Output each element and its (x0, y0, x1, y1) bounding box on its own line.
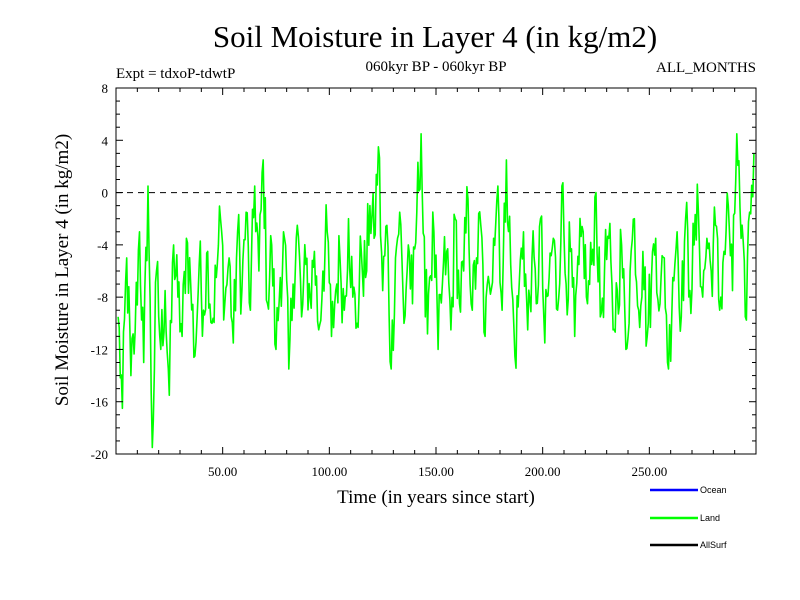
legend-label-allsurf: AllSurf (700, 540, 727, 550)
x-tick-label: 250.00 (631, 464, 667, 479)
series-line-land (117, 133, 755, 449)
y-tick-label: -12 (91, 342, 108, 357)
y-tick-label: -20 (91, 447, 108, 462)
y-axis-label: Soil Moisture in Layer 4 (in kg/m2) (52, 134, 73, 406)
legend: Ocean Land AllSurf (650, 485, 727, 550)
axis-ticks: 8 4 0 -4 -8 -12 -16 -20 50.00 100.00 150.00 200.00 2… (91, 81, 756, 479)
y-tick-label: -16 (91, 395, 109, 410)
chart-title: Soil Moisture in Layer 4 (in kg/m2) (213, 19, 657, 54)
x-axis-label: Time (in years since start) (337, 487, 535, 508)
legend-label-ocean: Ocean (700, 485, 727, 495)
y-tick-label: -8 (97, 290, 108, 305)
chart-subtitle-months: ALL_MONTHS (656, 60, 756, 76)
chart-subtitle-experiment: Expt = tdxoP-tdwtP (116, 66, 235, 82)
chart-subtitle-period: 060kyr BP - 060kyr BP (365, 59, 506, 75)
x-tick-label: 50.00 (208, 464, 237, 479)
y-tick-label: 0 (102, 186, 109, 201)
x-tick-label: 150.00 (418, 464, 454, 479)
x-tick-label: 100.00 (311, 464, 347, 479)
y-tick-label: -4 (97, 238, 108, 253)
legend-label-land: Land (700, 513, 720, 523)
x-tick-label: 200.00 (525, 464, 561, 479)
plot-area (115, 87, 757, 455)
y-tick-label: 8 (102, 81, 109, 96)
y-tick-label: 4 (102, 133, 109, 148)
